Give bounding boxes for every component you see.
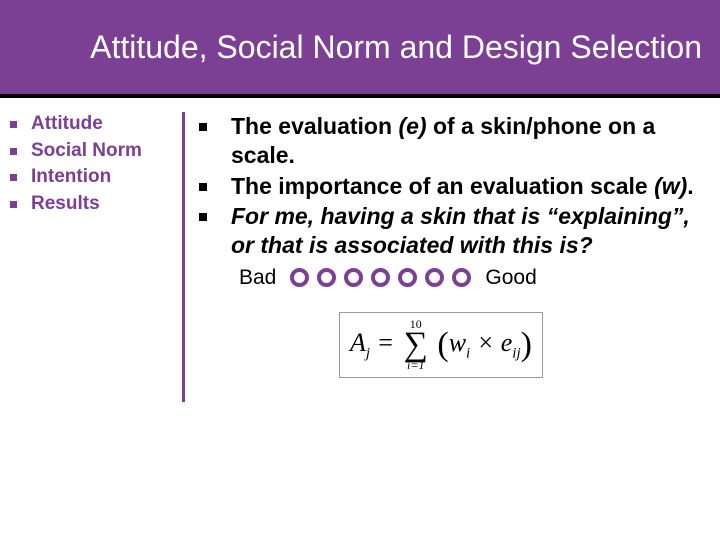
nav-label: Results [31,192,100,217]
formula-lhs-var: A [350,328,366,357]
text-pre: The evaluation [231,113,398,139]
bullet-icon [199,123,207,131]
sigma-symbol: ∑ [404,330,428,361]
nav-label: Intention [31,165,111,190]
scale-label-right: Good [485,266,536,290]
bullet-text: The importance of an evaluation scale (w… [231,172,694,201]
scale-dot[interactable] [317,268,336,287]
bullet-text: For me, having a skin that is “explainin… [231,202,708,260]
formula-e-sub: ij [512,345,520,361]
bullet-icon [10,121,17,128]
text-ital: (w) [654,173,687,199]
bullet-icon [10,201,17,208]
nav-label: Attitude [31,112,103,137]
paren-close: ) [521,326,532,363]
scale-dot[interactable] [371,268,390,287]
nav-item-attitude[interactable]: Attitude [10,112,182,137]
vertical-divider [182,112,185,402]
bullet-icon [199,183,207,191]
sigma-icon: 10 ∑ i=1 [404,319,428,371]
scale-dot[interactable] [398,268,417,287]
bullet-evaluation: The evaluation (e) of a skin/phone on a … [199,112,708,170]
text-post: . [687,173,693,199]
text-pre: The importance of an evaluation scale [231,173,654,199]
main-content: The evaluation (e) of a skin/phone on a … [199,106,720,540]
content-area: Attitude Social Norm Intention Results T… [0,98,720,540]
times-sign: × [477,328,501,357]
bullet-list: The evaluation (e) of a skin/phone on a … [199,112,708,260]
formula-lhs-sub: j [366,345,370,361]
bullet-importance: The importance of an evaluation scale (w… [199,172,708,201]
formula-e-var: e [501,328,513,357]
bullet-question: For me, having a skin that is “explainin… [199,202,708,260]
scale-dot[interactable] [344,268,363,287]
sum-lower: i=1 [407,360,424,371]
bullet-text: The evaluation (e) of a skin/phone on a … [231,112,708,170]
nav-item-social-norm[interactable]: Social Norm [10,139,182,164]
bullet-icon [199,213,207,221]
text-ital: (e) [398,113,426,139]
paren-open: ( [437,326,448,363]
scale-dot[interactable] [425,268,444,287]
page-title: Attitude, Social Norm and Design Selecti… [90,29,702,66]
text-ital: For me, having a skin that is “explainin… [231,203,690,258]
left-nav: Attitude Social Norm Intention Results [0,106,182,540]
rating-scale: Bad Good [239,266,708,290]
scale-dot[interactable] [290,268,309,287]
formula-w-var: w [449,328,466,357]
formula-box: Aj = 10 ∑ i=1 (wi × eij) [339,312,543,378]
left-nav-list: Attitude Social Norm Intention Results [10,112,182,217]
scale-dot[interactable] [452,268,471,287]
bullet-icon [10,148,17,155]
nav-label: Social Norm [31,139,142,164]
bullet-icon [10,174,17,181]
title-bar: Attitude, Social Norm and Design Selecti… [0,0,720,98]
nav-item-results[interactable]: Results [10,192,182,217]
nav-item-intention[interactable]: Intention [10,165,182,190]
scale-circles [290,268,471,287]
scale-label-left: Bad [239,266,276,290]
equals-sign: = [377,328,401,357]
formula-w-sub: i [466,345,470,361]
